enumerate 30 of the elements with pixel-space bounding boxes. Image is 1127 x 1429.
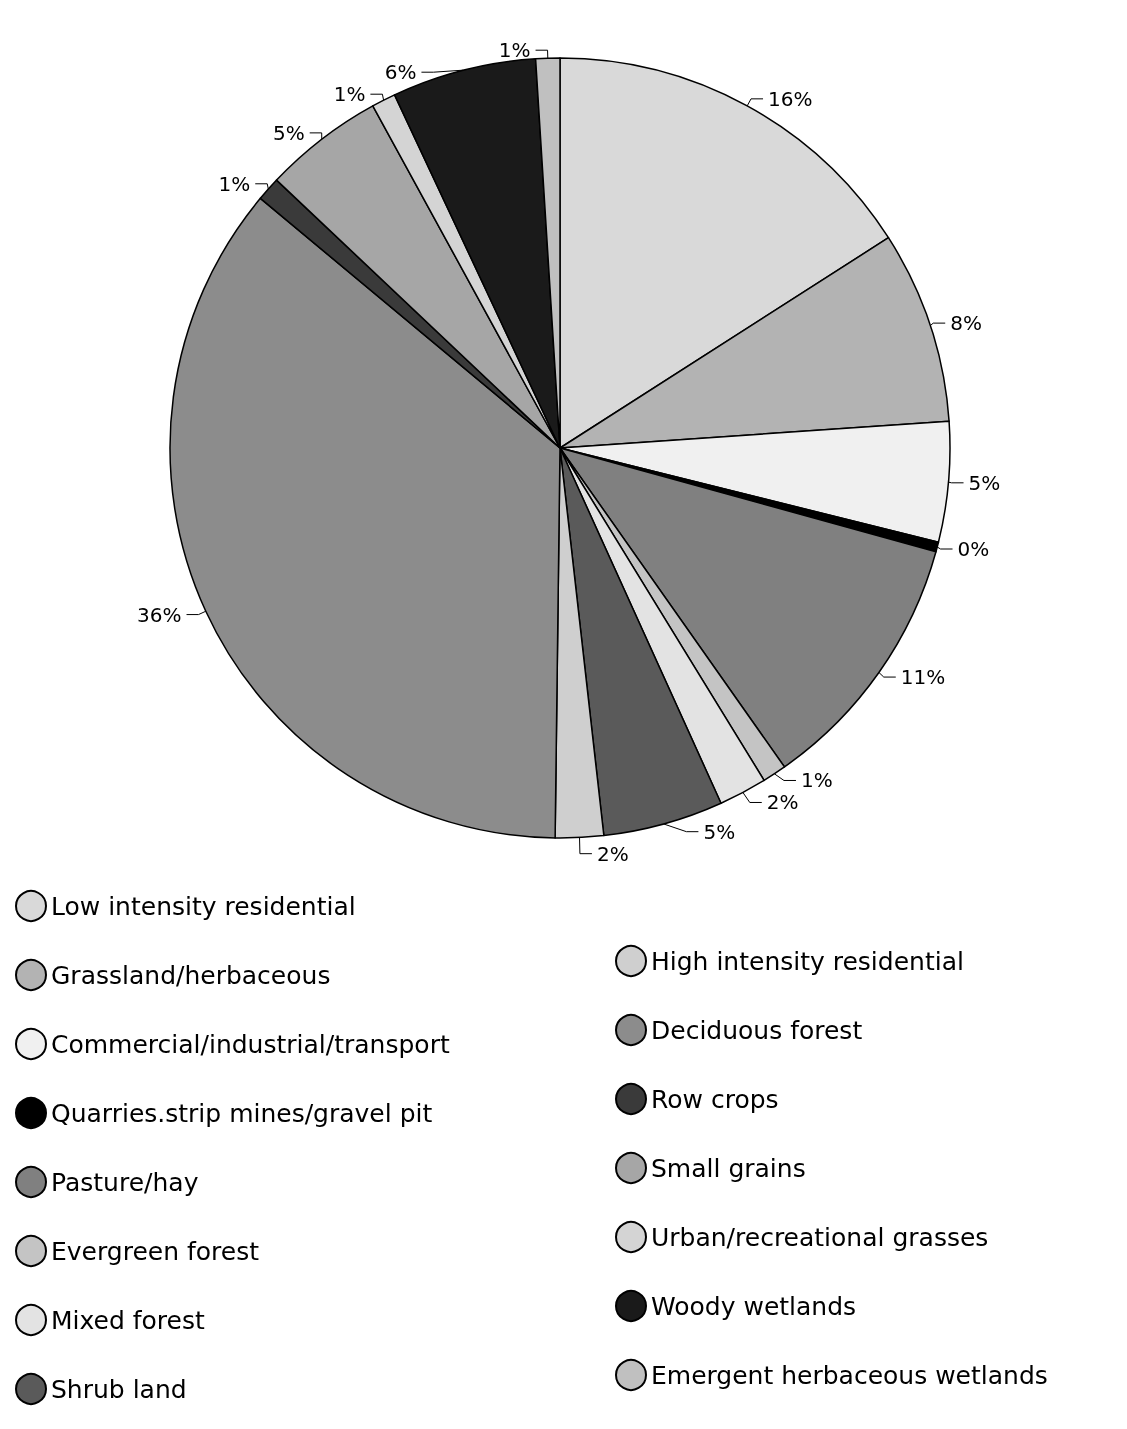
legend-label: Woody wetlands [651,1291,857,1321]
data-label: 36% [137,602,182,627]
data-label: 1% [218,171,251,196]
data-label: 5% [272,120,305,145]
data-label: 1% [800,768,833,793]
legend-label: Emergent herbaceous wetlands [651,1360,1048,1390]
legend-label: Urban/recreational grasses [651,1222,989,1252]
legend-label: Row crops [651,1084,779,1114]
legend-label: Pasture/hay [51,1167,199,1197]
legend-label: Mixed forest [51,1305,205,1335]
data-label: 11% [900,665,946,690]
data-label: 1% [333,82,366,107]
legend-label: Low intensity residential [51,891,356,921]
data-label: 5% [968,470,1001,495]
legend-label: Small grains [651,1153,806,1183]
data-label: 16% [768,86,813,111]
legend-label: Shrub land [51,1374,187,1404]
legend-label: High intensity residential [651,946,964,976]
legend-label: Grassland/herbaceous [51,960,331,990]
data-label: 2% [766,790,799,815]
data-label: 1% [498,38,531,63]
legend-label: Evergreen forest [51,1236,260,1266]
data-label: 8% [950,311,982,336]
legend-label: Deciduous forest [651,1015,863,1045]
legend-label: Quarries.strip mines/gravel pit [51,1098,433,1128]
data-label: 5% [703,819,736,844]
data-label: 6% [384,60,417,85]
data-label: 0% [957,537,990,561]
data-label: 2% [596,841,629,866]
legend-label: Commercial/industrial/transport [51,1029,450,1059]
